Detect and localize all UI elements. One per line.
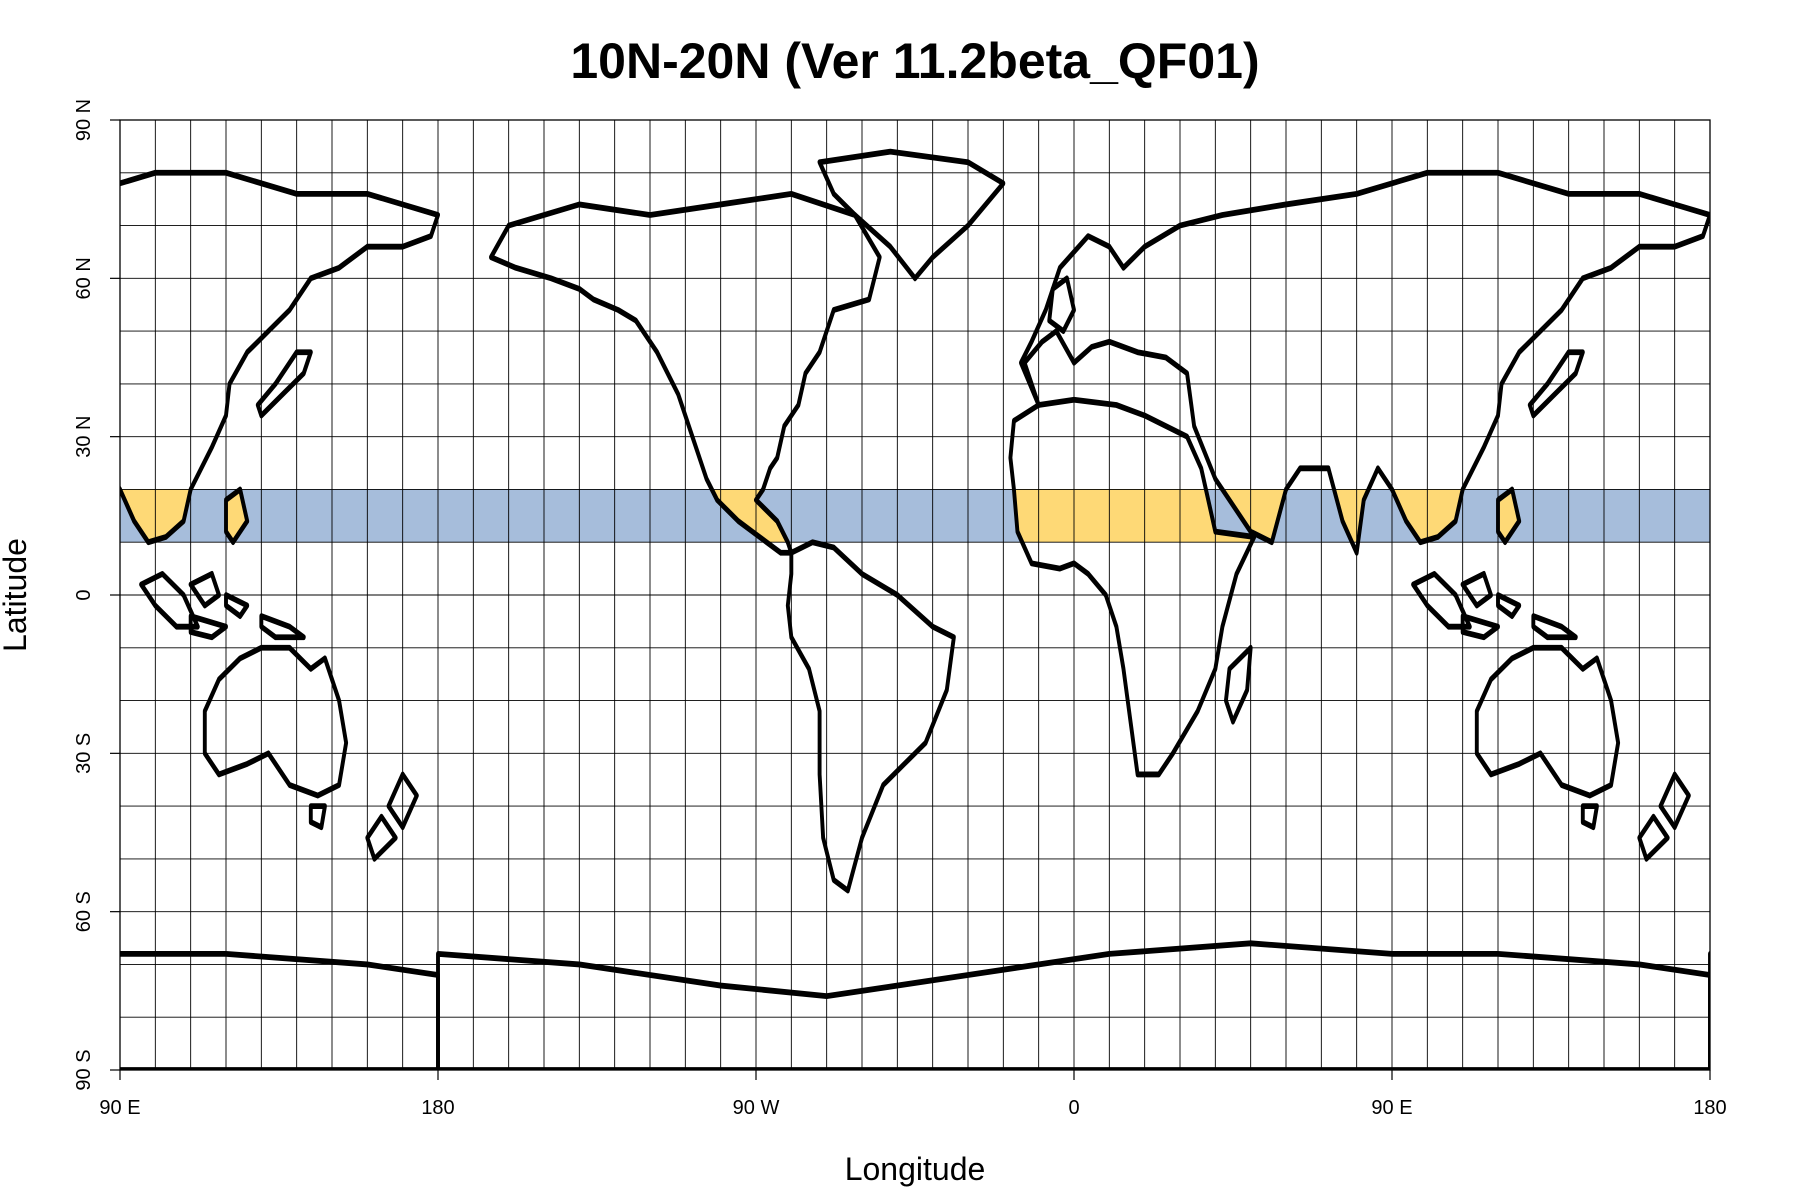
y-tick-label: 30 N	[73, 416, 95, 458]
land-highlight-copy-0	[120, 489, 438, 543]
y-tick-label: 90 S	[73, 1049, 95, 1090]
x-axis-label: Longitude	[845, 1151, 986, 1187]
y-axis-ticks: 90 N 60 N 30 N 0 30 S 60 S 90 S	[73, 99, 120, 1091]
y-tick-label: 90 N	[73, 99, 95, 141]
y-tick-label: 30 S	[73, 733, 95, 774]
y-tick-label: 60 N	[73, 257, 95, 299]
coastlines	[0, 152, 1800, 1070]
x-tick-label: 90 E	[1371, 1097, 1412, 1119]
x-tick-label: 90 E	[99, 1097, 140, 1119]
coastline-copy-2	[1710, 152, 1800, 1070]
band-land-highlight	[120, 152, 1800, 1070]
x-tick-label: 180	[1693, 1097, 1726, 1119]
y-tick-label: 0	[73, 589, 95, 600]
plot-area	[0, 120, 1800, 1070]
y-tick-label: 60 S	[73, 891, 95, 932]
highlight-band	[120, 489, 1710, 543]
x-tick-label: 90 W	[733, 1097, 780, 1119]
y-axis-label: Latitude	[0, 538, 33, 652]
land-highlight-copy-2	[1710, 152, 1800, 1070]
x-tick-label: 180	[421, 1097, 454, 1119]
x-axis-ticks: 90 E 180 90 W 0 90 E 180	[99, 1070, 1727, 1119]
coastline-copy-0	[0, 152, 438, 1070]
chart-title: 10N-20N (Ver 11.2beta_QF01)	[570, 33, 1259, 89]
x-tick-label: 0	[1068, 1097, 1079, 1119]
